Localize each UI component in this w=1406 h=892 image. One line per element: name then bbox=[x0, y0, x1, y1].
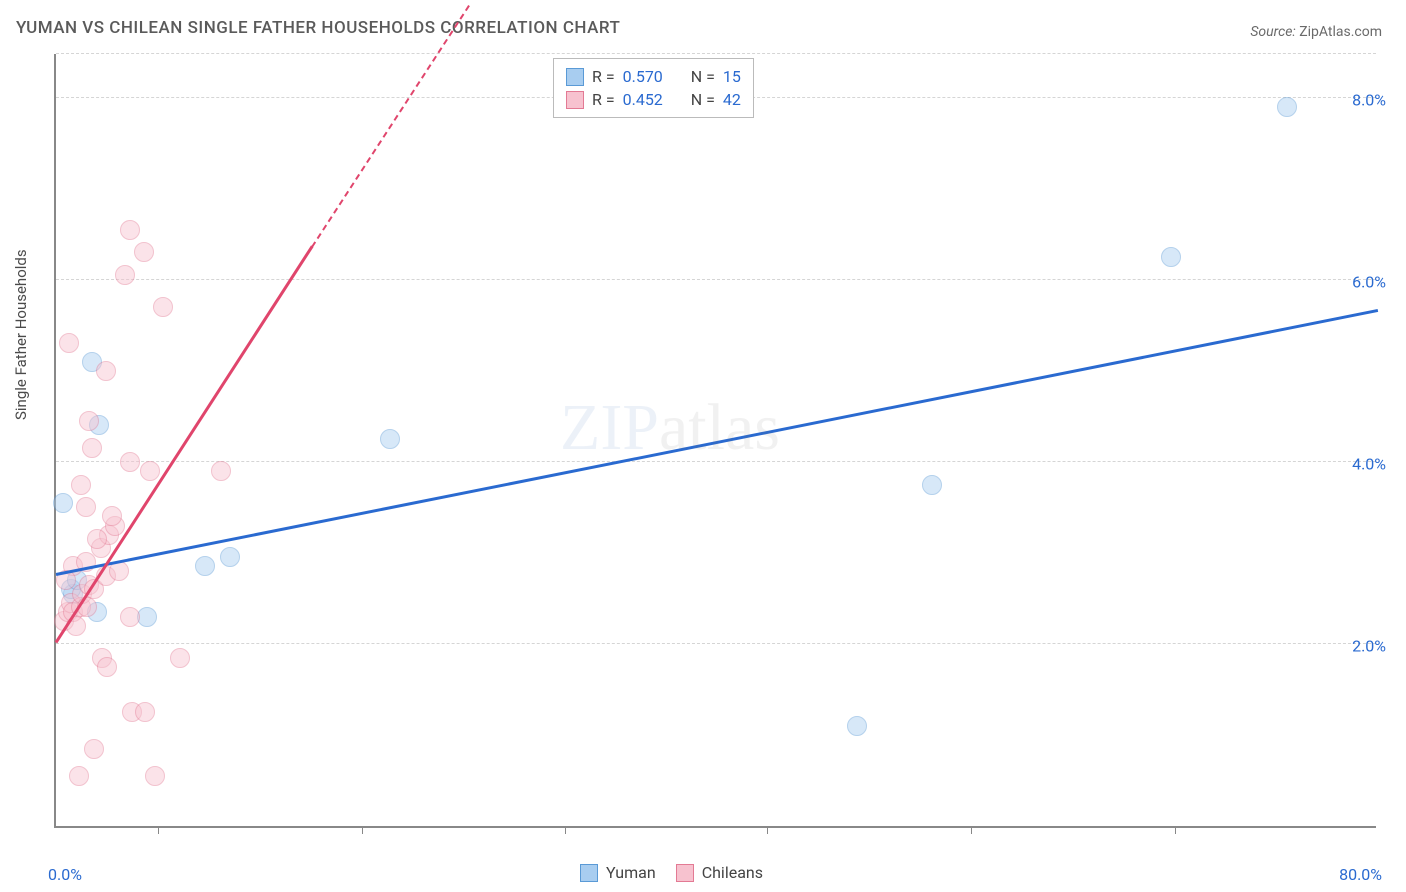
scatter-point bbox=[76, 497, 96, 517]
legend-correlation: R = 0.570 N = 15R = 0.452 N = 42 bbox=[553, 58, 754, 118]
legend-n-label: N = bbox=[691, 67, 715, 86]
scatter-point bbox=[82, 438, 102, 458]
scatter-point bbox=[69, 766, 89, 786]
gridline bbox=[56, 643, 1376, 644]
x-tick bbox=[971, 826, 972, 834]
scatter-point bbox=[87, 529, 107, 549]
scatter-point bbox=[153, 297, 173, 317]
legend-correlation-row: R = 0.570 N = 15 bbox=[566, 65, 741, 88]
x-tick bbox=[362, 826, 363, 834]
source-attribution: Source: ZipAtlas.com bbox=[1250, 24, 1382, 40]
source-value: ZipAtlas.com bbox=[1299, 24, 1382, 40]
scatter-point bbox=[220, 547, 240, 567]
legend-swatch bbox=[566, 68, 584, 86]
plot-area bbox=[54, 54, 1376, 828]
legend-swatch bbox=[566, 91, 584, 109]
scatter-point bbox=[134, 242, 154, 262]
scatter-point bbox=[211, 461, 231, 481]
legend-r-value: 0.570 bbox=[623, 67, 663, 86]
x-tick bbox=[1175, 826, 1176, 834]
legend-series-label: Chileans bbox=[702, 863, 763, 882]
legend-series: Yuman Chileans bbox=[580, 863, 763, 882]
legend-r-value: 0.452 bbox=[623, 90, 663, 109]
scatter-point bbox=[380, 429, 400, 449]
y-tick-label: 2.0% bbox=[1352, 636, 1386, 655]
legend-series-item: Chileans bbox=[676, 863, 763, 882]
legend-correlation-row: R = 0.452 N = 42 bbox=[566, 88, 741, 111]
legend-r-label: R = bbox=[592, 90, 615, 109]
scatter-point bbox=[84, 739, 104, 759]
scatter-point bbox=[847, 716, 867, 736]
scatter-point bbox=[79, 411, 99, 431]
scatter-point bbox=[120, 220, 140, 240]
source-label: Source: bbox=[1250, 24, 1299, 40]
legend-series-label: Yuman bbox=[606, 863, 656, 882]
x-tick bbox=[767, 826, 768, 834]
chart-title: YUMAN VS CHILEAN SINGLE FATHER HOUSEHOLD… bbox=[16, 18, 620, 38]
scatter-point bbox=[102, 506, 122, 526]
scatter-point bbox=[120, 452, 140, 472]
scatter-point bbox=[53, 493, 73, 513]
trend-line bbox=[56, 309, 1379, 576]
scatter-point bbox=[140, 461, 160, 481]
x-tick bbox=[565, 826, 566, 834]
y-tick-label: 8.0% bbox=[1352, 90, 1386, 109]
legend-n-value: 42 bbox=[723, 90, 741, 109]
gridline bbox=[56, 279, 1376, 280]
x-tick bbox=[158, 826, 159, 834]
y-tick-label: 6.0% bbox=[1352, 272, 1386, 291]
legend-r-label: R = bbox=[592, 67, 615, 86]
trend-line bbox=[311, 5, 470, 247]
gridline bbox=[56, 461, 1376, 462]
scatter-point bbox=[59, 333, 79, 353]
scatter-point bbox=[195, 556, 215, 576]
y-axis-label: Single Father Households bbox=[12, 249, 30, 420]
y-tick-label: 4.0% bbox=[1352, 454, 1386, 473]
gridline bbox=[56, 53, 1376, 54]
scatter-point bbox=[96, 361, 116, 381]
scatter-point bbox=[1161, 247, 1181, 267]
legend-swatch bbox=[676, 864, 694, 882]
x-tick-label: 80.0% bbox=[1339, 865, 1382, 884]
legend-n-value: 15 bbox=[723, 67, 741, 86]
legend-swatch bbox=[580, 864, 598, 882]
scatter-point bbox=[922, 475, 942, 495]
scatter-point bbox=[71, 475, 91, 495]
x-tick-label: 0.0% bbox=[48, 865, 82, 884]
scatter-point bbox=[115, 265, 135, 285]
scatter-point bbox=[120, 607, 140, 627]
scatter-point bbox=[1277, 97, 1297, 117]
scatter-point bbox=[170, 648, 190, 668]
scatter-point bbox=[145, 766, 165, 786]
scatter-point bbox=[135, 702, 155, 722]
legend-series-item: Yuman bbox=[580, 863, 656, 882]
legend-n-label: N = bbox=[691, 90, 715, 109]
scatter-point bbox=[97, 657, 117, 677]
